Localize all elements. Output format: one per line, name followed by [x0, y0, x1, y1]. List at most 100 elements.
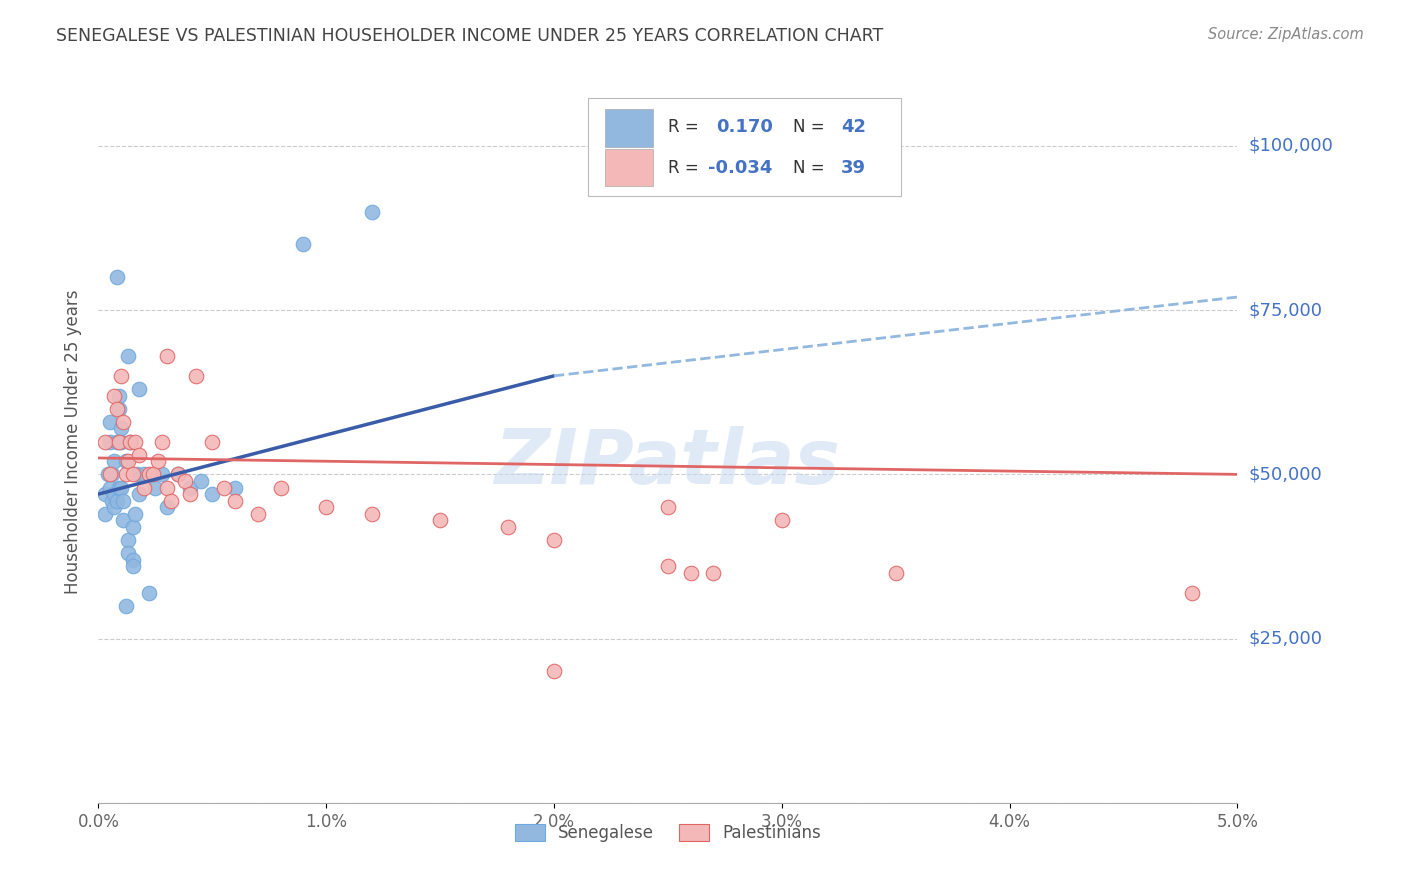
Point [114, 599, 136, 613]
Point [120, 434, 142, 449]
Point [96, 467, 118, 482]
Point [128, 448, 150, 462]
Point [360, 204, 382, 219]
Point [150, 434, 173, 449]
Text: -0.034: -0.034 [707, 159, 772, 177]
Point [145, 481, 167, 495]
Point [657, 559, 679, 574]
Text: $25,000: $25,000 [1249, 630, 1323, 648]
Point [117, 546, 139, 560]
Point [132, 481, 155, 495]
Point [103, 500, 125, 515]
Point [121, 559, 143, 574]
Point [110, 421, 132, 435]
Point [270, 481, 292, 495]
Point [498, 520, 520, 534]
Point [103, 487, 125, 501]
Point [98, 481, 121, 495]
Point [98, 415, 121, 429]
Legend: Senegalese, Palestinians: Senegalese, Palestinians [508, 817, 828, 848]
Point [98, 467, 121, 482]
Point [105, 270, 128, 285]
FancyBboxPatch shape [605, 109, 652, 147]
Point [110, 434, 132, 449]
Point [167, 467, 190, 482]
Point [190, 474, 212, 488]
Point [156, 481, 179, 495]
Point [679, 566, 702, 580]
Point [94, 434, 117, 449]
Point [121, 553, 143, 567]
Point [246, 507, 269, 521]
Point [179, 487, 201, 501]
Point [103, 454, 125, 468]
Point [117, 454, 139, 468]
Point [124, 507, 146, 521]
Point [156, 349, 179, 363]
Point [770, 513, 793, 527]
Text: R =: R = [668, 159, 704, 177]
Point [105, 434, 128, 449]
Text: SENEGALESE VS PALESTINIAN HOUSEHOLDER INCOME UNDER 25 YEARS CORRELATION CHART: SENEGALESE VS PALESTINIAN HOUSEHOLDER IN… [56, 27, 883, 45]
Point [108, 388, 131, 402]
Point [101, 467, 124, 482]
Text: $75,000: $75,000 [1249, 301, 1323, 319]
Point [108, 401, 131, 416]
Point [120, 434, 142, 449]
Text: N =: N = [793, 119, 830, 136]
Text: 39: 39 [841, 159, 866, 177]
Point [117, 533, 139, 547]
Point [201, 434, 224, 449]
Point [150, 467, 173, 482]
Point [138, 585, 160, 599]
Point [292, 237, 315, 252]
Point [108, 481, 131, 495]
Point [146, 454, 169, 468]
Point [124, 434, 146, 449]
Point [429, 513, 451, 527]
Point [128, 382, 150, 396]
Point [94, 487, 117, 501]
Point [94, 507, 117, 521]
Point [315, 500, 337, 515]
Point [121, 467, 143, 482]
Text: Source: ZipAtlas.com: Source: ZipAtlas.com [1208, 27, 1364, 42]
Point [156, 500, 179, 515]
Point [160, 493, 183, 508]
Point [127, 467, 149, 482]
Text: N =: N = [793, 159, 830, 177]
Point [543, 533, 565, 547]
Point [702, 566, 724, 580]
FancyBboxPatch shape [605, 149, 652, 186]
Point [212, 481, 235, 495]
Point [132, 467, 155, 482]
Point [174, 474, 197, 488]
Point [117, 349, 139, 363]
Point [105, 493, 128, 508]
Text: 0.170: 0.170 [716, 119, 772, 136]
Point [108, 434, 131, 449]
Text: $100,000: $100,000 [1249, 137, 1333, 155]
Text: R =: R = [668, 119, 704, 136]
Point [128, 487, 150, 501]
Point [103, 388, 125, 402]
Point [112, 513, 135, 527]
Point [748, 159, 770, 173]
Point [112, 415, 135, 429]
Point [112, 493, 135, 508]
Point [657, 500, 679, 515]
FancyBboxPatch shape [588, 98, 901, 196]
Point [1181, 585, 1204, 599]
Point [186, 368, 208, 383]
Point [360, 507, 382, 521]
Point [114, 454, 136, 468]
Point [105, 401, 128, 416]
Text: ZIPatlas: ZIPatlas [495, 426, 841, 500]
Point [110, 481, 132, 495]
Point [101, 493, 124, 508]
Point [114, 467, 136, 482]
Point [110, 368, 132, 383]
Point [224, 493, 246, 508]
Text: 42: 42 [841, 119, 866, 136]
Point [167, 467, 190, 482]
